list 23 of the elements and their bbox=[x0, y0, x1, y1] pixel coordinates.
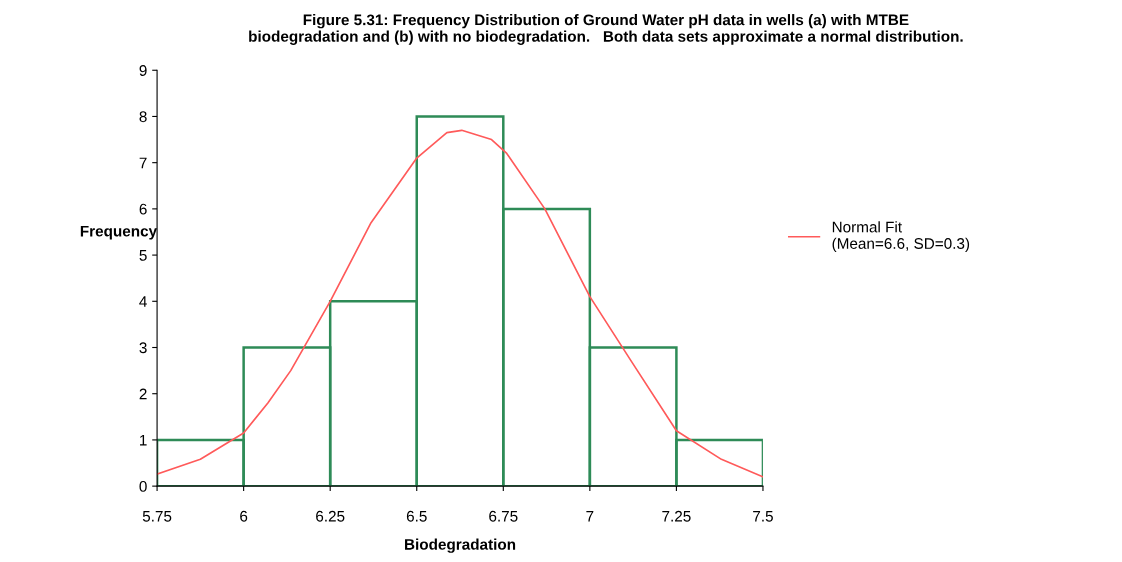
y-tick-label: 6 bbox=[139, 203, 147, 215]
y-tick-label: 8 bbox=[139, 111, 147, 123]
x-tick-label: 6.5 bbox=[406, 510, 427, 522]
x-tick-label: 6.25 bbox=[316, 510, 345, 522]
legend-label: Normal Fit (Mean=6.6, SD=0.3) bbox=[832, 221, 970, 252]
x-tick-label: 7.25 bbox=[662, 510, 691, 522]
y-tick-label: 5 bbox=[139, 250, 147, 261]
y-tick-label: 3 bbox=[139, 342, 147, 354]
y-tick-label: 7 bbox=[139, 157, 147, 169]
y-tick-label: 1 bbox=[140, 434, 147, 446]
chart-title: Figure 5.31: Frequency Distribution of Ground Water pH data in wells (a) with MTBE biodegradation and (b) with no biodegradation. Both data sets approximate a normal distribution. bbox=[249, 14, 963, 45]
line-series bbox=[157, 129, 763, 478]
y-tick-label: 9 bbox=[139, 65, 147, 76]
x-tick-label: 5.75 bbox=[142, 511, 172, 522]
x-axis-title: Biodegradation bbox=[405, 538, 516, 553]
x-tick-label: 6 bbox=[240, 510, 248, 522]
y-tick-label: 4 bbox=[139, 296, 147, 307]
x-tick-label: 7.5 bbox=[753, 511, 773, 522]
x-tick-label: 6.75 bbox=[489, 510, 518, 522]
x-tick-label: 7 bbox=[586, 511, 594, 522]
y-axis-title: Frequency bbox=[80, 225, 157, 240]
y-tick-label: 2 bbox=[139, 388, 147, 400]
y-tick-label: 0 bbox=[139, 481, 147, 492]
